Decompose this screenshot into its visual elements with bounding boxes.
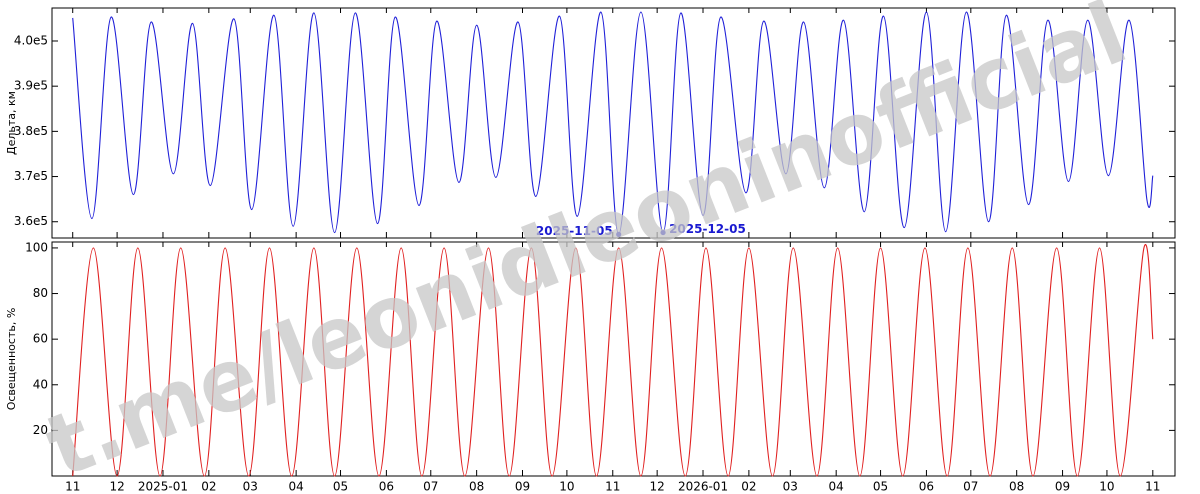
y-tick-label: 100 [25, 240, 48, 254]
x-tick-label: 08 [1009, 480, 1024, 494]
series-line [72, 244, 1154, 477]
y-tick-label: 40 [33, 377, 48, 391]
x-tick-label: 10 [1099, 480, 1114, 494]
y-tick-label: 3.7e5 [14, 169, 48, 183]
x-tick-label: 06 [379, 480, 394, 494]
annotation-point [616, 231, 622, 237]
annotation-label: 2025-12-05 [669, 222, 746, 236]
x-tick-label: 11 [605, 480, 620, 494]
y-tick-label: 80 [33, 286, 48, 300]
x-tick-label: 04 [829, 480, 844, 494]
y-tick-label: 20 [33, 423, 48, 437]
x-tick-label: 04 [288, 480, 303, 494]
x-tick-label: 09 [1055, 480, 1070, 494]
x-tick-label: 03 [243, 480, 258, 494]
x-tick-label: 06 [919, 480, 934, 494]
x-tick-label: 12 [109, 480, 124, 494]
x-tick-label: 12 [650, 480, 665, 494]
y-axis-label: Освещенность, % [5, 308, 18, 411]
x-tick-label: 02 [741, 480, 756, 494]
annotation-point [660, 229, 666, 236]
y-tick-label: 3.6e5 [14, 214, 48, 228]
annotation-label: 2025-11-05 [536, 224, 613, 238]
y-tick-label: 4.0e5 [14, 33, 48, 47]
y-tick-label: 3.8e5 [14, 124, 48, 138]
x-tick-label: 10 [559, 480, 574, 494]
x-tick-label: 09 [515, 480, 530, 494]
x-tick-label: 07 [963, 480, 978, 494]
x-tick-label: 02 [201, 480, 216, 494]
x-tick-label: 11 [65, 480, 80, 494]
y-tick-label: 3.9e5 [14, 79, 48, 93]
x-tick-label: 11 [1145, 480, 1160, 494]
x-tick-label: 07 [423, 480, 438, 494]
x-tick-label: 2026-01 [678, 480, 728, 494]
top-frame [51, 7, 1176, 239]
x-tick-label: 05 [873, 480, 888, 494]
x-tick-label: 2025-01 [138, 480, 188, 494]
x-tick-label: 05 [333, 480, 348, 494]
y-axis-label: Дельта, км [5, 91, 18, 155]
y-tick-label: 60 [33, 332, 48, 346]
x-tick-label: 03 [783, 480, 798, 494]
bottom-frame [51, 241, 1176, 477]
x-tick-label: 08 [469, 480, 484, 494]
